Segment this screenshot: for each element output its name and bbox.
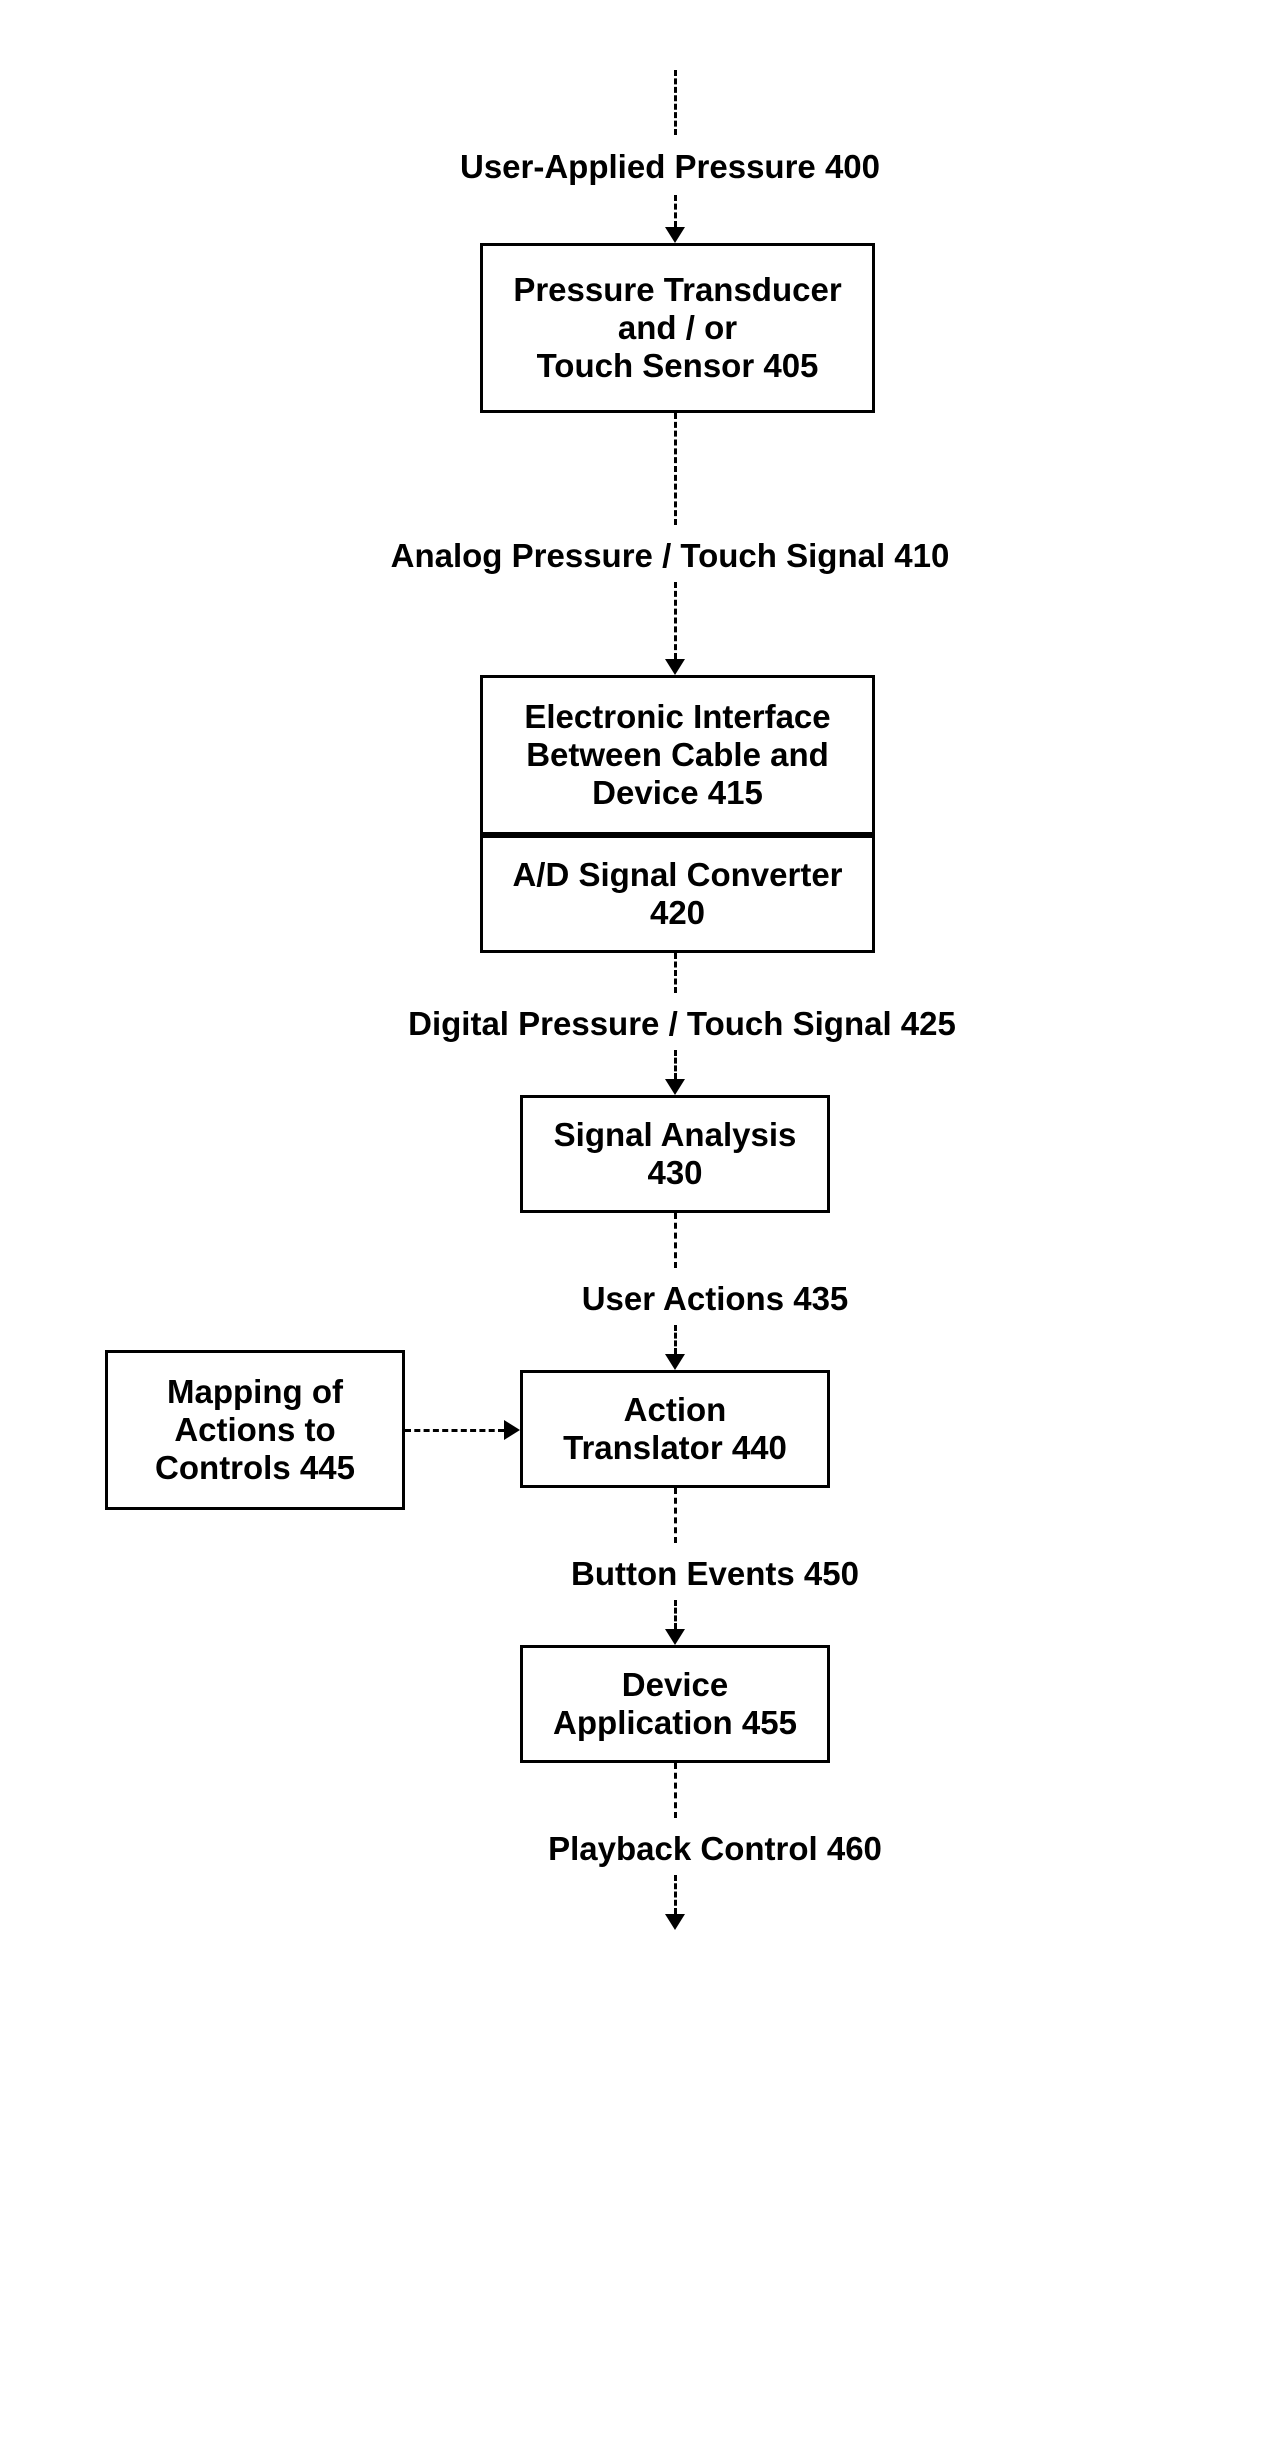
flowchart-edge xyxy=(674,1600,677,1629)
flowchart-edge-label: Button Events 450 xyxy=(571,1555,859,1593)
node-line: Application 455 xyxy=(553,1704,797,1742)
flowchart-edge xyxy=(405,1429,504,1432)
flowchart-node: ActionTranslator 440 xyxy=(520,1370,830,1488)
flowchart-edge-label: User Actions 435 xyxy=(582,1280,849,1318)
node-line: Between Cable and xyxy=(526,736,829,774)
arrowhead-icon xyxy=(665,1629,685,1645)
node-line: Signal Analysis xyxy=(554,1116,797,1154)
node-line: Controls 445 xyxy=(155,1449,355,1487)
arrowhead-icon xyxy=(504,1420,520,1440)
arrowhead-icon xyxy=(665,227,685,243)
flowchart-node: Mapping ofActions toControls 445 xyxy=(105,1350,405,1510)
node-line: and / or xyxy=(618,309,737,347)
arrowhead-icon xyxy=(665,1354,685,1370)
flowchart-edge xyxy=(674,1325,677,1354)
arrowhead-icon xyxy=(665,659,685,675)
node-line: Translator 440 xyxy=(563,1429,787,1467)
flowchart-node: Pressure Transducerand / orTouch Sensor … xyxy=(480,243,875,413)
node-line: Actions to xyxy=(174,1411,335,1449)
arrowhead-icon xyxy=(665,1914,685,1930)
arrowhead-icon xyxy=(665,1079,685,1095)
flowchart-node: DeviceApplication 455 xyxy=(520,1645,830,1763)
flowchart-edge xyxy=(674,582,677,659)
flowchart-edge xyxy=(674,953,677,993)
flowchart-edge-label: User-Applied Pressure 400 xyxy=(460,148,880,186)
flowchart-edge xyxy=(674,1488,677,1543)
node-line: A/D Signal Converter xyxy=(512,856,842,894)
flowchart-node: Signal Analysis430 xyxy=(520,1095,830,1213)
flowchart-edge xyxy=(674,195,677,227)
flowchart-edge xyxy=(674,413,677,525)
flowchart-node: Electronic InterfaceBetween Cable andDev… xyxy=(480,675,875,835)
node-line: Pressure Transducer xyxy=(513,271,841,309)
node-line: Mapping of xyxy=(167,1373,343,1411)
node-line: 430 xyxy=(647,1154,702,1192)
flowchart-edge-label: Analog Pressure / Touch Signal 410 xyxy=(391,537,950,575)
node-line: Electronic Interface xyxy=(524,698,830,736)
flowchart-node: A/D Signal Converter420 xyxy=(480,835,875,953)
flowchart-edge xyxy=(674,1875,677,1914)
flowchart-edge xyxy=(674,1050,677,1079)
node-line: Device 415 xyxy=(592,774,763,812)
node-line: Touch Sensor 405 xyxy=(537,347,819,385)
flowchart-edge xyxy=(674,1763,677,1818)
node-line: 420 xyxy=(650,894,705,932)
flowchart-edge xyxy=(674,1213,677,1268)
node-line: Device xyxy=(622,1666,728,1704)
flowchart-edge xyxy=(674,70,677,135)
flowchart-edge-label: Digital Pressure / Touch Signal 425 xyxy=(408,1005,956,1043)
node-line: Action xyxy=(624,1391,727,1429)
flowchart-edge-label: Playback Control 460 xyxy=(548,1830,882,1868)
